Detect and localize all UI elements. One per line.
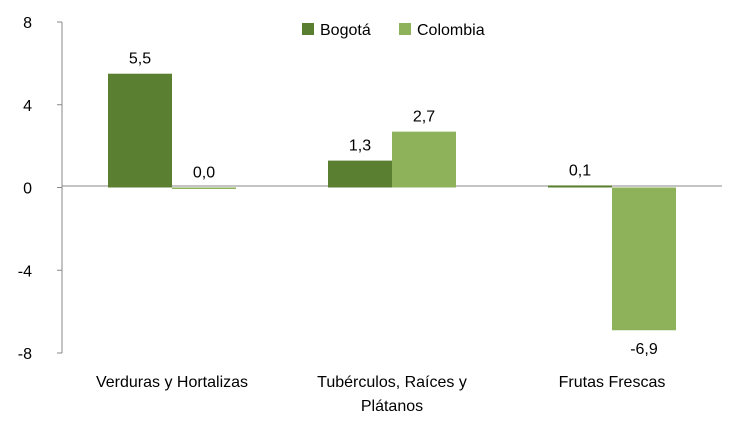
category-label: Frutas Frescas bbox=[559, 374, 666, 391]
bar-bogota bbox=[548, 185, 612, 188]
y-tick-label: 0 bbox=[23, 181, 32, 198]
bar-bogota bbox=[108, 73, 172, 188]
data-label: -6,9 bbox=[630, 341, 658, 358]
category-label: Verduras y Hortalizas bbox=[96, 374, 248, 391]
legend-label: Colombia bbox=[417, 22, 485, 39]
y-axis-ticks: 8 4 0 -4 -8 bbox=[18, 15, 62, 363]
category-labels: Verduras y Hortalizas Tubérculos, Raíces … bbox=[96, 374, 665, 415]
data-label: 0,0 bbox=[193, 165, 215, 182]
bars bbox=[108, 73, 676, 331]
bar-colombia bbox=[392, 131, 456, 188]
legend: Bogotá Colombia bbox=[302, 22, 485, 39]
data-label: 1,3 bbox=[349, 138, 371, 155]
bar-colombia bbox=[172, 187, 236, 189]
y-tick-label: -4 bbox=[18, 263, 32, 280]
data-label: 5,5 bbox=[129, 51, 151, 68]
y-tick-label: 4 bbox=[23, 98, 32, 115]
data-labels: 5,5 1,3 0,1 0,0 2,7 -6,9 bbox=[129, 51, 658, 359]
y-tick-label: 8 bbox=[23, 15, 32, 32]
bar-bogota bbox=[328, 160, 392, 188]
data-label: 2,7 bbox=[413, 109, 435, 126]
legend-label: Bogotá bbox=[320, 22, 371, 39]
legend-swatch bbox=[399, 23, 411, 35]
legend-swatch bbox=[302, 23, 314, 35]
y-tick-label: -8 bbox=[18, 346, 32, 363]
bar-colombia bbox=[612, 187, 676, 331]
category-label: Plátanos bbox=[361, 398, 423, 415]
category-label: Tubérculos, Raíces y bbox=[317, 374, 467, 391]
data-label: 0,1 bbox=[569, 162, 591, 179]
